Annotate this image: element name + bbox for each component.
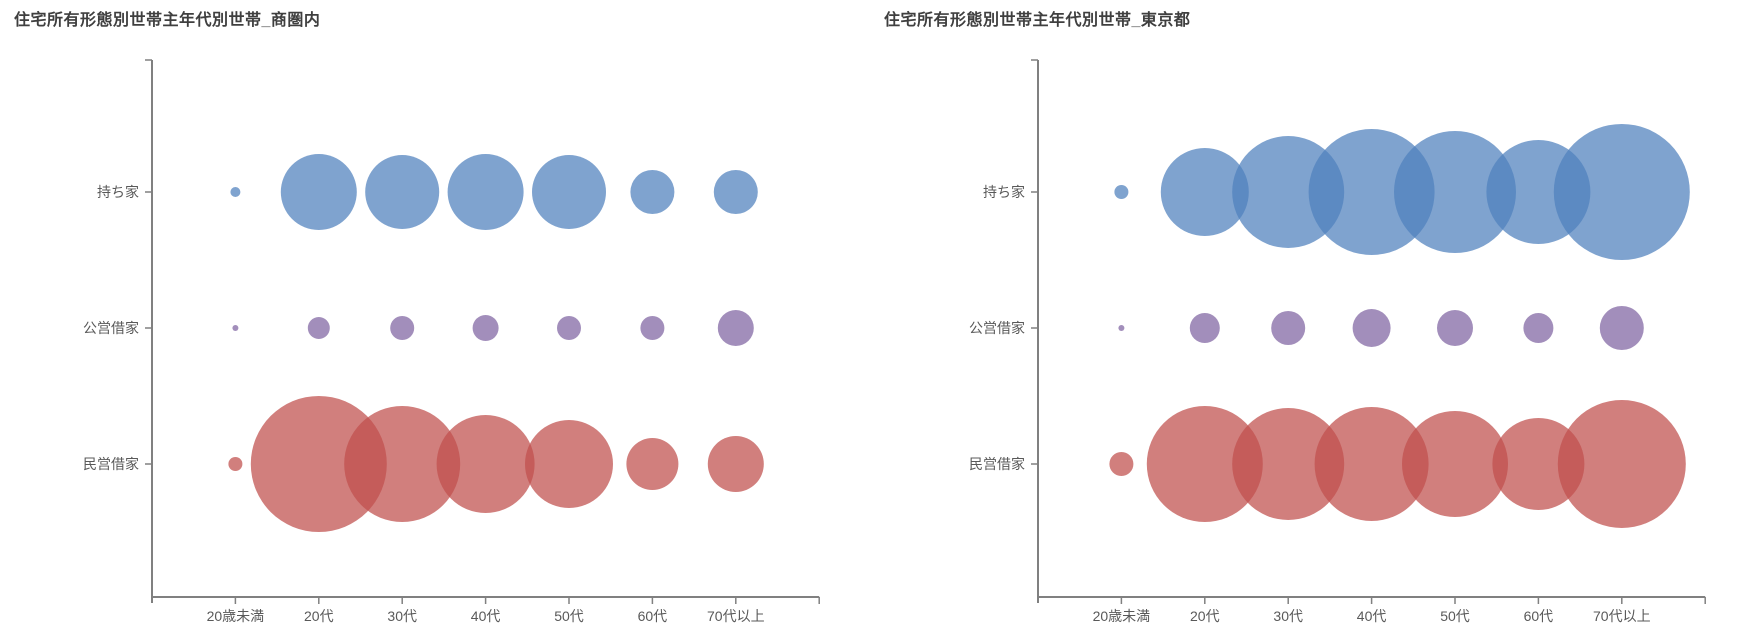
x-tick-label: 50代 [1440, 608, 1470, 624]
bubble[interactable] [713, 170, 758, 214]
bubble[interactable] [1599, 306, 1644, 350]
x-tick-label: 70代以上 [1593, 608, 1651, 624]
bubble[interactable] [640, 316, 665, 340]
bubble[interactable] [280, 154, 357, 230]
bubble[interactable] [1352, 309, 1391, 347]
x-tick-label: 40代 [471, 608, 501, 624]
bubble[interactable] [1394, 131, 1516, 253]
y-category-label: 持ち家 [97, 184, 139, 200]
bubble[interactable] [707, 436, 764, 492]
bubble[interactable] [1557, 400, 1686, 528]
bubble[interactable] [1271, 311, 1306, 345]
bubble[interactable] [1402, 411, 1508, 517]
bubble[interactable] [1523, 313, 1554, 343]
y-category-label: 民営借家 [83, 456, 139, 472]
bubble[interactable] [1492, 418, 1585, 510]
x-tick-label: 70代以上 [707, 608, 765, 624]
x-tick-label: 30代 [387, 608, 417, 624]
bubble[interactable] [532, 155, 606, 229]
y-category-label: 持ち家 [983, 184, 1025, 200]
bubble[interactable] [1553, 124, 1690, 260]
bubble[interactable] [626, 438, 679, 490]
y-category-label: 公営借家 [83, 320, 139, 336]
x-tick-label: 20代 [304, 608, 334, 624]
y-category-label: 公営借家 [969, 320, 1025, 336]
x-tick-label: 20歳未満 [207, 608, 265, 624]
bubble[interactable] [1314, 407, 1429, 521]
x-tick-label: 40代 [1357, 608, 1387, 624]
tokyo-bubble-chart: 住宅所有形態別世帯主年代別世帯_東京都 20歳未満 20代 30代 40代 50代 60代… [870, 0, 1740, 644]
bubble[interactable] [1160, 148, 1249, 236]
bubble[interactable] [228, 457, 243, 471]
bubble[interactable] [365, 155, 440, 229]
bubble[interactable] [1118, 325, 1125, 331]
bubble[interactable] [1232, 408, 1345, 520]
bubble[interactable] [307, 317, 330, 339]
x-tick-label: 60代 [1524, 608, 1554, 624]
page-title: 住宅所有形態別世帯主年代別世帯_商圏内 [14, 12, 321, 29]
bubble[interactable] [436, 415, 535, 513]
trade-area-bubble-chart: 住宅所有形態別世帯主年代別世帯_商圏内 20歳未満 20代 30代 40代 50代 60代… [14, 12, 820, 624]
bubble[interactable] [344, 406, 461, 522]
bubble[interactable] [1146, 406, 1263, 522]
x-tick-label: 20代 [1190, 608, 1220, 624]
bubble[interactable] [250, 396, 387, 532]
bubble[interactable] [232, 325, 239, 331]
bubble[interactable] [230, 187, 241, 197]
bubble[interactable] [1114, 185, 1129, 199]
x-tick-label: 20歳未満 [1093, 608, 1151, 624]
bubble[interactable] [1189, 313, 1220, 343]
x-tick-label: 50代 [554, 608, 584, 624]
bubble[interactable] [1437, 310, 1473, 346]
bubble[interactable] [525, 420, 613, 508]
bubble[interactable] [630, 170, 675, 214]
bubble[interactable] [557, 316, 581, 340]
y-category-label: 民営借家 [969, 456, 1025, 472]
bubble[interactable] [390, 316, 415, 340]
bubble[interactable] [717, 310, 754, 346]
x-tick-label: 60代 [638, 608, 668, 624]
bubble[interactable] [1109, 452, 1134, 476]
bubble[interactable] [447, 154, 524, 230]
bubble[interactable] [472, 315, 499, 341]
page-title: 住宅所有形態別世帯主年代別世帯_東京都 [884, 12, 1191, 29]
x-tick-label: 30代 [1273, 608, 1303, 624]
